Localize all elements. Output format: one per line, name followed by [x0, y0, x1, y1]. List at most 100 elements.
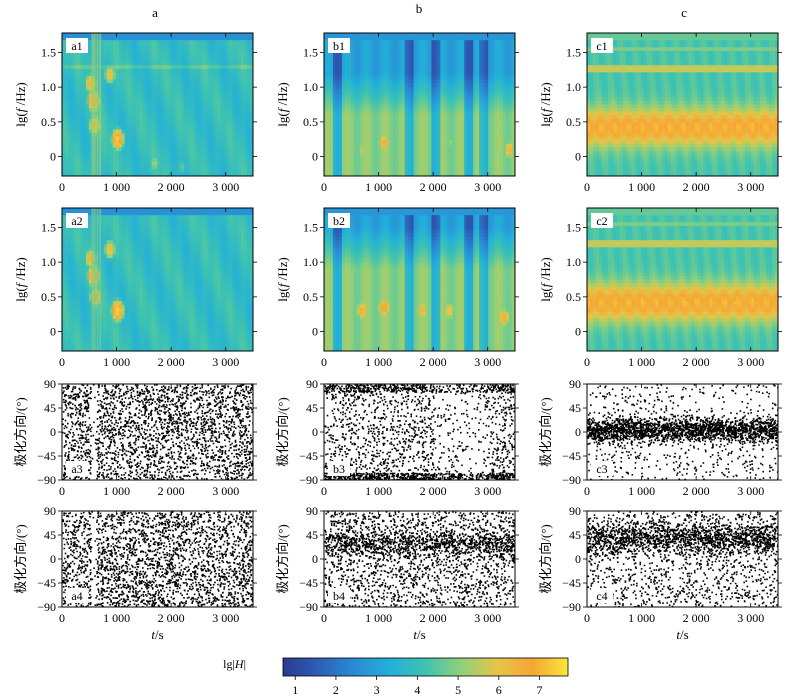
heatmap-cell: [214, 40, 218, 45]
heatmap-cell: [220, 43, 224, 48]
heatmap-cell: [350, 118, 355, 123]
heatmap-cell: [109, 61, 114, 66]
heatmap-cell: [404, 172, 409, 176]
heatmap-cell: [247, 90, 251, 95]
heatmap-cell: [461, 43, 465, 48]
heatmap-cell: [371, 47, 376, 52]
heatmap-cell: [100, 93, 105, 98]
heatmap-cell: [464, 161, 468, 166]
heatmap-cell: [425, 93, 430, 98]
heatmap-cell: [440, 150, 444, 156]
heatmap-cell: [205, 150, 209, 156]
heatmap-cell: [232, 161, 236, 166]
heatmap-cell: [157, 129, 162, 134]
heatmap-cell: [154, 40, 159, 45]
heatmap-cell: [380, 168, 385, 174]
heatmap-cell: [434, 97, 438, 102]
heatmap-cell: [410, 108, 415, 113]
heatmap-cell: [91, 150, 96, 156]
heatmap-cell: [193, 108, 197, 113]
heatmap-cell: [175, 50, 179, 56]
heatmap-cell: [332, 129, 337, 134]
heatmap-cell: [64, 83, 69, 88]
heatmap-cell: [250, 125, 253, 131]
heatmap-cell: [422, 97, 427, 102]
heatmap-cell: [380, 129, 385, 134]
heatmap-cell: [67, 118, 72, 123]
heatmap-cell: [70, 72, 75, 77]
heatmap-cell: [494, 40, 498, 45]
heatmap-cell: [392, 58, 397, 63]
heatmap-cell: [247, 86, 251, 91]
heatmap-cell: [208, 108, 212, 113]
heatmap-cell: [142, 65, 147, 70]
heatmap-cell: [353, 75, 358, 81]
heatmap-cell: [115, 72, 120, 77]
heatmap-cell: [374, 90, 379, 95]
heatmap-cell: [380, 50, 385, 56]
heatmap-cell: [404, 168, 409, 174]
heatmap-cell: [157, 111, 162, 116]
heatmap-cell: [485, 93, 489, 98]
heatmap-cell: [205, 93, 209, 98]
heatmap-cell: [410, 136, 415, 141]
heatmap-cell: [482, 58, 486, 63]
heatmap-cell: [187, 86, 191, 91]
heatmap-cell: [425, 129, 430, 134]
heatmap-cell: [133, 125, 138, 131]
heatmap-cell: [235, 147, 239, 152]
heatmap-cell: [374, 50, 379, 56]
heatmap-cell: [115, 147, 120, 152]
heatmap-cell: [199, 118, 203, 123]
heatmap-cell: [181, 147, 185, 152]
heatmap-cell: [467, 150, 471, 156]
heatmap-cell: [324, 97, 328, 102]
heatmap-cell: [151, 147, 156, 152]
heatmap-cell: [62, 68, 66, 73]
heatmap-cell: [389, 158, 394, 163]
heatmap-cell: [425, 172, 430, 176]
heatmap-cell: [160, 108, 165, 113]
heatmap-cell: [407, 93, 412, 98]
heatmap-cell: [82, 61, 87, 66]
heatmap-cell: [341, 54, 346, 59]
heatmap-cell: [371, 43, 376, 48]
heatmap-cell: [431, 68, 436, 73]
heatmap-cell: [467, 72, 471, 77]
heatmap-cell: [383, 104, 388, 109]
heatmap-cell: [350, 72, 355, 77]
heatmap-cell: [181, 111, 185, 116]
heatmap-cell: [479, 50, 483, 56]
heatmap-cell: [386, 147, 391, 152]
heatmap-cell: [461, 104, 465, 109]
heatmap-cell: [473, 136, 477, 141]
heatmap-cell: [244, 161, 248, 166]
heatmap-cell: [365, 79, 370, 84]
heatmap-cell: [482, 79, 486, 84]
heatmap-cell: [443, 40, 447, 45]
heatmap-cell: [91, 158, 96, 163]
heatmap-cell: [392, 140, 397, 145]
heatmap-cell: [211, 143, 215, 148]
heatmap-cell: [112, 40, 117, 45]
heatmap-cell: [458, 147, 462, 152]
heatmap-cell: [335, 68, 340, 73]
heatmap-cell: [106, 93, 111, 98]
heatmap-cell: [112, 36, 117, 41]
heatmap-cell: [214, 97, 218, 102]
heatmap-cell: [338, 115, 343, 120]
heatmap-cell: [187, 150, 191, 156]
heatmap-cell: [341, 115, 346, 120]
heatmap-cell: [103, 54, 108, 59]
heatmap-cell: [154, 143, 159, 148]
heatmap-cell: [452, 86, 456, 91]
heatmap-cell: [88, 118, 93, 123]
heatmap-cell: [500, 97, 504, 102]
heatmap-cell: [356, 115, 361, 120]
heatmap-cell: [377, 86, 382, 91]
heatmap-cell: [485, 40, 489, 45]
heatmap-cell: [157, 150, 162, 156]
heatmap-cell: [338, 58, 343, 63]
heatmap-cell: [416, 90, 421, 95]
heatmap-cell: [199, 100, 203, 106]
